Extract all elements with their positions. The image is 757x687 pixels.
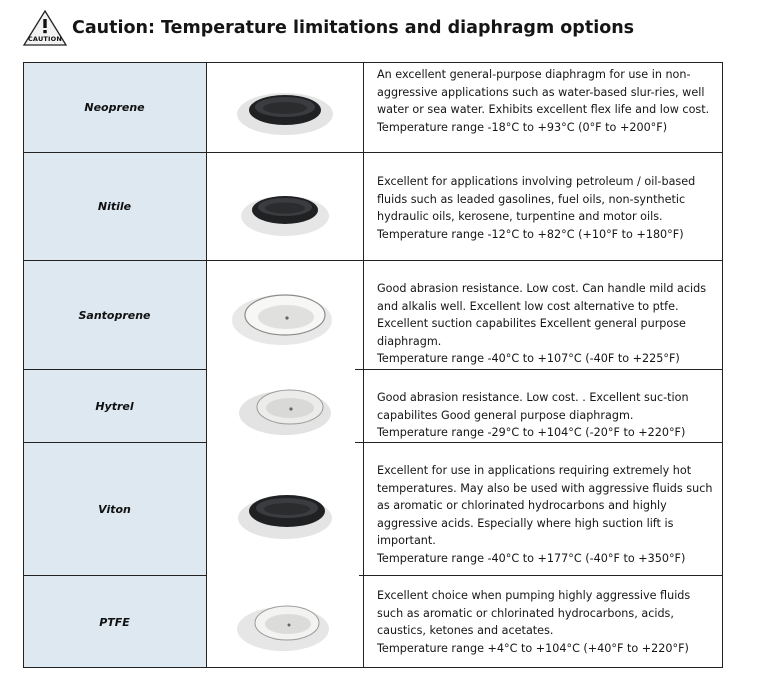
temperature-range: Temperature range -12°C to +82°C (+10°F … xyxy=(377,227,684,241)
description-text: Excellent for use in applications requir… xyxy=(377,464,713,548)
row-description: Excellent choice when pumping highly agg… xyxy=(377,587,717,657)
table-border-left xyxy=(23,62,24,668)
material-name: Nitile xyxy=(97,200,132,213)
table-border-top xyxy=(23,62,723,63)
table-border-bottom xyxy=(23,667,723,668)
row-divider xyxy=(23,442,206,443)
description-text: Excellent choice when pumping highly agg… xyxy=(377,589,691,638)
row-divider xyxy=(359,575,723,576)
column-divider xyxy=(206,62,207,668)
row-name-cell: PTFE xyxy=(23,576,206,668)
diaphragm-table: Neoprene An excellent general-purpose di… xyxy=(23,62,723,668)
table-border-right xyxy=(722,62,723,668)
black-diaphragm-icon xyxy=(237,495,332,539)
row-divider xyxy=(23,369,206,370)
diaphragm-image xyxy=(206,443,363,575)
black-diaphragm-icon xyxy=(236,93,333,135)
description-text: An excellent general-purpose diaphragm f… xyxy=(377,68,710,134)
diaphragm-image xyxy=(206,153,363,260)
row-name-cell: Neoprene xyxy=(23,62,206,152)
material-name: Viton xyxy=(98,502,131,516)
material-name: Santoprene xyxy=(78,308,151,322)
row-divider xyxy=(355,442,723,443)
page-header: CAUTION Caution: Temperature limitations… xyxy=(22,10,634,46)
white-diaphragm-icon xyxy=(238,389,331,435)
temperature-range: Temperature range -40°C to +177°C (-40°F… xyxy=(377,551,686,565)
caution-label: CAUTION xyxy=(27,35,63,43)
material-name: PTFE xyxy=(99,615,130,629)
temperature-range: Temperature range +4°C to +104°C (+40°F … xyxy=(377,641,689,655)
row-name-cell: Hytrel xyxy=(23,370,206,442)
row-description: Excellent for use in applications requir… xyxy=(377,462,717,568)
column-divider xyxy=(363,62,364,668)
temperature-range: Temperature range -40°C to +107°C (-40F … xyxy=(377,352,680,366)
temperature-range: Temperature range -29°C to +104°C (-20°F… xyxy=(377,426,686,440)
row-description: Excellent for applications involving pet… xyxy=(377,173,717,243)
caution-warning-icon: CAUTION xyxy=(22,10,68,46)
row-name-cell: Nitile xyxy=(23,153,206,260)
white-diaphragm-icon xyxy=(231,294,332,345)
diaphragm-image xyxy=(206,576,363,668)
description-text: Good abrasion resistance. Low cost. . Ex… xyxy=(377,391,689,422)
description-text: Good abrasion resistance. Low cost. Can … xyxy=(377,282,707,348)
row-description: Good abrasion resistance. Low cost. . Ex… xyxy=(377,389,717,442)
row-description: Good abrasion resistance. Low cost. Can … xyxy=(377,280,717,368)
row-name-cell: Santoprene xyxy=(23,261,206,369)
black-diaphragm-icon xyxy=(240,195,329,236)
row-divider xyxy=(355,369,723,370)
material-name: Neoprene xyxy=(84,100,145,114)
diaphragm-image xyxy=(206,62,363,152)
row-divider xyxy=(23,260,723,261)
diaphragm-image xyxy=(206,261,363,369)
material-name: Hytrel xyxy=(95,399,134,413)
row-name-cell: Viton xyxy=(23,443,206,575)
row-divider xyxy=(23,152,723,153)
white-diaphragm-icon xyxy=(236,605,329,651)
page-title: Caution: Temperature limitations and dia… xyxy=(72,18,635,38)
row-divider xyxy=(23,575,206,576)
diaphragm-image xyxy=(206,370,363,442)
row-description: An excellent general-purpose diaphragm f… xyxy=(377,66,717,136)
description-text: Excellent for applications involving pet… xyxy=(377,175,696,224)
